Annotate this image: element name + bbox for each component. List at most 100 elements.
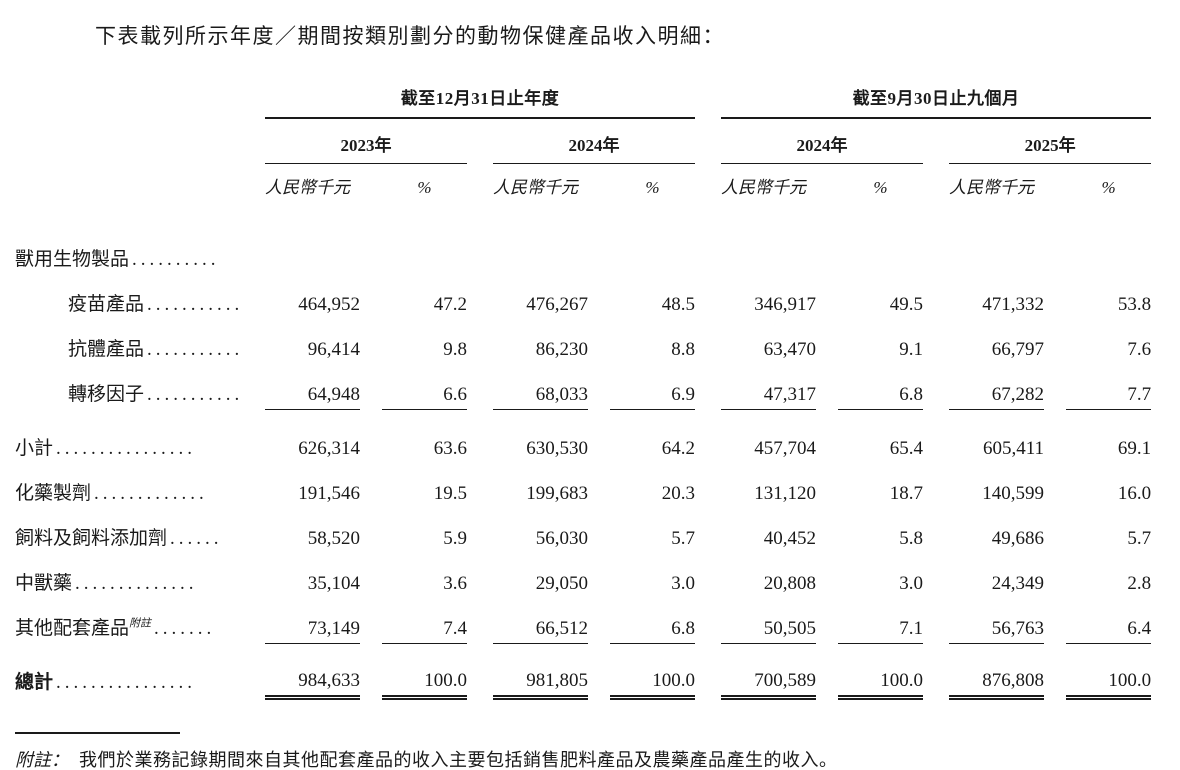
cell-value: 5.8 <box>899 528 924 549</box>
cell-value: 5.7 <box>1127 528 1152 549</box>
cell-value: 5.7 <box>671 528 696 549</box>
group-header-nine-months: 截至9月30日止九個月 <box>721 84 1152 119</box>
cell-value: 86,230 <box>535 339 588 360</box>
cell-value: 100.0 <box>382 643 467 700</box>
cell-value: 131,120 <box>754 483 817 504</box>
year-header-2025-9m: 2025年 <box>949 118 1152 164</box>
percent-header: % <box>873 178 888 197</box>
table-row-subtotal: 小計................ 626,314 63.6 630,530 … <box>15 409 1151 463</box>
cell-value: 64,948 <box>265 364 360 410</box>
unit-header: 人民幣千元 <box>493 178 578 197</box>
revenue-table: 截至12月31日止年度 截至9月30日止九個月 2023年 2024年 2024… <box>15 84 1152 700</box>
year-header-2024: 2024年 <box>493 118 696 164</box>
row-label: 其他配套產品 <box>15 618 130 639</box>
cell-value: 49.5 <box>889 294 924 315</box>
cell-value: 66,512 <box>493 598 588 644</box>
cell-value: 876,808 <box>949 643 1045 700</box>
cell-value: 700,589 <box>721 643 817 700</box>
cell-value: 476,267 <box>526 294 588 315</box>
cell-value: 6.9 <box>610 364 696 410</box>
cell-value: 7.4 <box>382 598 467 644</box>
cell-value: 65.4 <box>889 438 924 459</box>
cell-value: 984,633 <box>265 643 360 700</box>
leader-dots: ....... <box>154 618 216 639</box>
cell-value: 9.8 <box>443 339 467 360</box>
year-header-2023: 2023年 <box>265 118 467 164</box>
cell-value: 140,599 <box>982 483 1045 504</box>
cell-value: 29,050 <box>535 573 588 594</box>
cell-value: 7.6 <box>1127 339 1152 360</box>
cell-value: 9.1 <box>899 339 924 360</box>
cell-value: 56,763 <box>949 598 1045 644</box>
cell-value: 605,411 <box>982 438 1045 459</box>
leader-dots: .............. <box>75 573 198 594</box>
cell-value: 5.9 <box>443 528 467 549</box>
footnote-text: 我們於業務記錄期間來自其他配套產品的收入主要包括銷售肥料產品及農藥產品產生的收入… <box>79 749 838 770</box>
footnote-ref: 附註： <box>15 749 69 770</box>
cell-value: 67,282 <box>949 364 1045 410</box>
leader-dots: ........... <box>147 294 244 315</box>
cell-value: 6.8 <box>838 364 924 410</box>
table-row-transfer-factor: 轉移因子........... 64,948 6.6 68,033 6.9 47… <box>15 364 1152 410</box>
leader-dots: ...... <box>170 528 223 549</box>
cell-value: 63,470 <box>763 339 817 360</box>
cell-value: 19.5 <box>433 483 467 504</box>
cell-value: 35,104 <box>307 573 360 594</box>
row-label: 飼料及飼料添加劑 <box>15 528 168 549</box>
cell-value: 100.0 <box>610 643 696 700</box>
row-label: 獸用生物製品 <box>15 249 130 270</box>
cell-value: 20.3 <box>661 483 696 504</box>
cell-value: 63.6 <box>433 438 467 459</box>
footnote-divider <box>15 731 180 734</box>
cell-value: 68,033 <box>493 364 588 410</box>
row-label: 抗體產品 <box>68 339 145 360</box>
year-header-row: 2023年 2024年 2024年 2025年 <box>15 118 1152 164</box>
percent-header: % <box>645 178 660 197</box>
row-label: 總計 <box>15 672 54 693</box>
cell-value: 48.5 <box>661 294 696 315</box>
cell-value: 100.0 <box>1066 643 1152 700</box>
cell-value: 7.7 <box>1066 364 1152 410</box>
leader-dots: ................ <box>56 438 197 459</box>
table-row-other-supporting: 其他配套產品附註....... 73,149 7.4 66,512 6.8 50… <box>15 598 1152 644</box>
leader-dots: ............. <box>94 483 208 504</box>
cell-value: 630,530 <box>526 438 588 459</box>
leader-dots: .......... <box>132 249 220 270</box>
cell-value: 199,683 <box>526 483 588 504</box>
cell-value: 50,505 <box>721 598 817 644</box>
unit-header: 人民幣千元 <box>265 178 350 197</box>
cell-value: 6.4 <box>1066 598 1152 644</box>
cell-value: 191,546 <box>298 483 360 504</box>
cell-value: 981,805 <box>493 643 588 700</box>
row-label: 疫苗產品 <box>68 294 145 315</box>
note-ref-sup: 附註 <box>129 617 152 630</box>
cell-value: 53.8 <box>1117 294 1152 315</box>
cell-value: 346,917 <box>754 294 817 315</box>
cell-value: 3.0 <box>899 573 924 594</box>
cell-value: 18.7 <box>889 483 924 504</box>
unit-header: 人民幣千元 <box>721 178 807 197</box>
cell-value: 457,704 <box>754 438 817 459</box>
cell-value: 3.0 <box>671 573 696 594</box>
table-row-biologics: 獸用生物製品.......... <box>15 198 1151 274</box>
cell-value: 20,808 <box>763 573 817 594</box>
cell-value: 66,797 <box>991 339 1045 360</box>
group-header-year-end: 截至12月31日止年度 <box>265 84 696 119</box>
page-title: 下表載列所示年度／期間按類別劃分的動物保健產品收入明細： <box>95 24 725 48</box>
table-row-feed-additives: 飼料及飼料添加劑...... 58,520 5.9 56,030 5.7 40,… <box>15 508 1151 553</box>
footnote: 附註： 我們於業務記錄期間來自其他配套產品的收入主要包括銷售肥料產品及農藥產品產生… <box>15 731 1180 770</box>
unit-header-row: 人民幣千元 % 人民幣千元 % 人民幣千元 % 人民幣千元 % <box>15 164 1151 199</box>
cell-value: 7.1 <box>838 598 924 644</box>
table-row-total: 總計................ 984,633 100.0 981,805… <box>15 643 1152 700</box>
cell-value: 73,149 <box>265 598 360 644</box>
cell-value: 49,686 <box>991 528 1045 549</box>
cell-value: 47.2 <box>433 294 467 315</box>
leader-dots: ........... <box>147 339 244 360</box>
cell-value: 8.8 <box>671 339 696 360</box>
row-label: 中獸藥 <box>15 573 73 594</box>
cell-value: 3.6 <box>443 573 467 594</box>
cell-value: 16.0 <box>1117 483 1152 504</box>
table-row-tcm-veterinary: 中獸藥.............. 35,104 3.6 29,050 3.0 … <box>15 553 1151 598</box>
table-row-chemical-drugs: 化藥製劑............. 191,546 19.5 199,683 2… <box>15 463 1151 508</box>
